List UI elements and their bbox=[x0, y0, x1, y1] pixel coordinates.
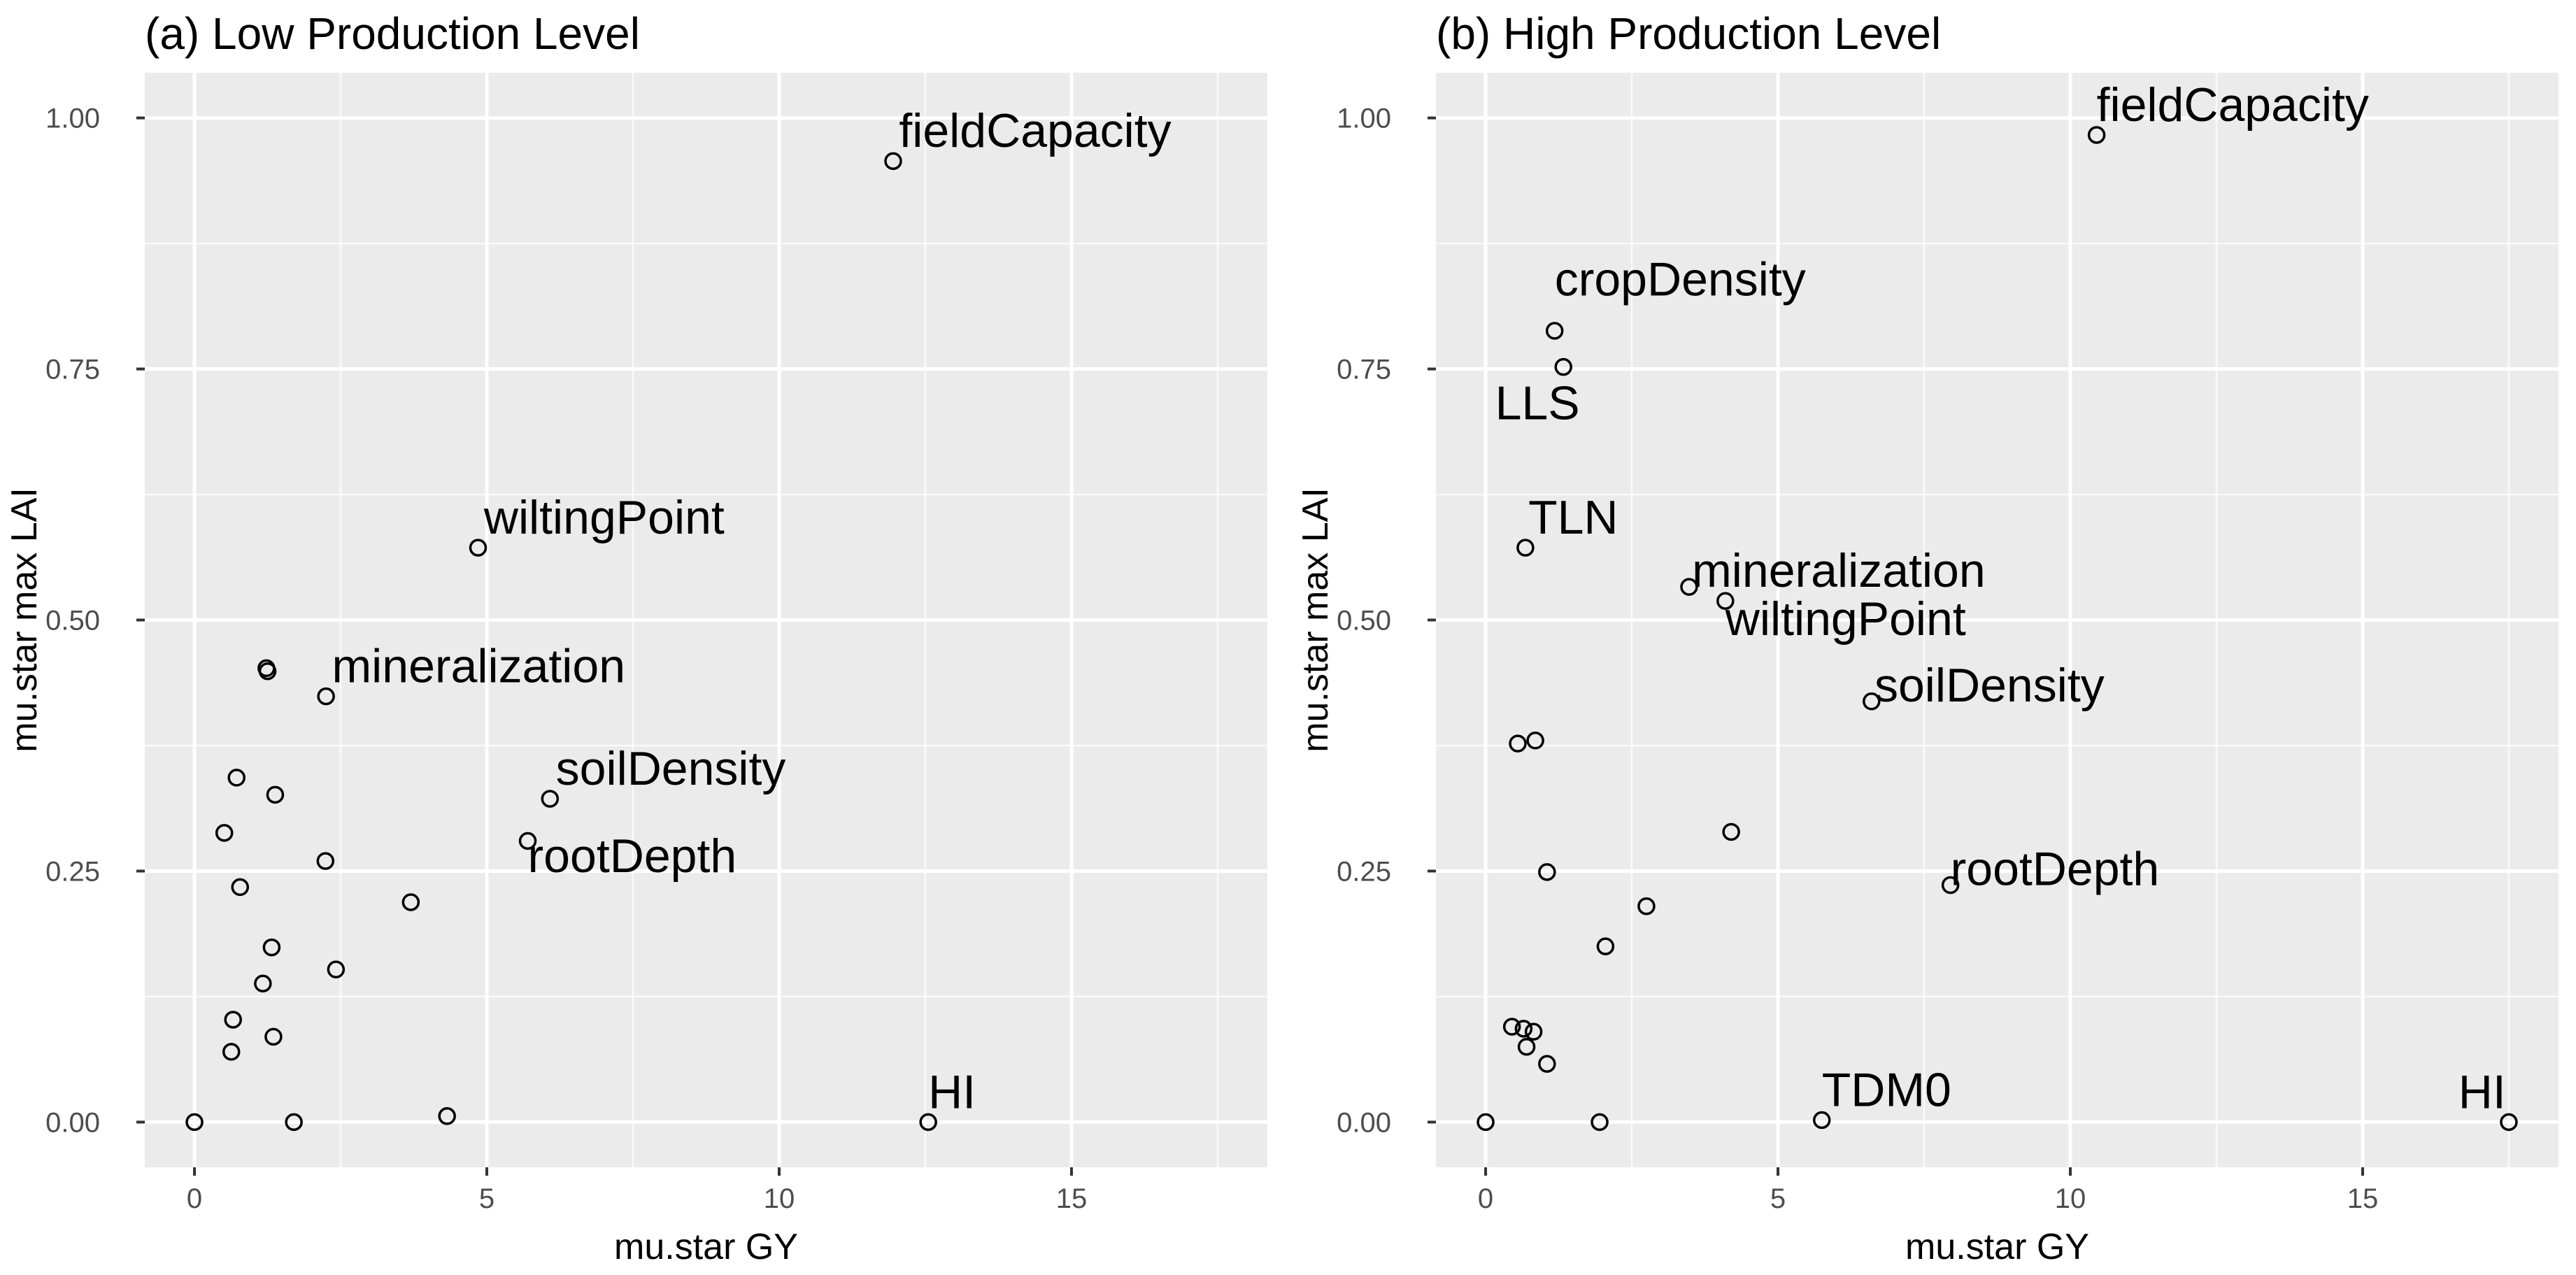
data-point bbox=[1596, 937, 1615, 955]
x-tick-label: 5 bbox=[1770, 1183, 1786, 1214]
point-label: LLS bbox=[1495, 376, 1580, 429]
y-tick-label: 0.00 bbox=[45, 1107, 100, 1138]
point-label: soilDensity bbox=[556, 742, 786, 795]
data-point bbox=[227, 769, 245, 787]
y-tick-label: 1.00 bbox=[1337, 104, 1391, 134]
point-label: mineralization bbox=[1692, 544, 1986, 597]
data-point bbox=[1538, 1055, 1556, 1073]
data-point bbox=[1545, 322, 1564, 340]
panel-b: 0 5 10 15 0.00 0.25 0.50 0.75 1.00 fieldCapacity c… bbox=[1295, 8, 2559, 1267]
data-point bbox=[222, 1043, 241, 1061]
data-point bbox=[1509, 734, 1527, 753]
data-point bbox=[254, 974, 272, 993]
data-point bbox=[1502, 1018, 1521, 1036]
y-axis-title: mu.star max LAI bbox=[4, 487, 45, 753]
data-point bbox=[1716, 592, 1735, 610]
x-tick-label: 10 bbox=[2055, 1183, 2086, 1214]
data-point bbox=[1680, 578, 1698, 596]
data-point bbox=[231, 878, 250, 897]
x-tick-label: 0 bbox=[1478, 1183, 1493, 1214]
x-tick-label: 5 bbox=[479, 1183, 494, 1214]
data-point bbox=[2500, 1113, 2518, 1132]
y-tick-label: 1.00 bbox=[45, 104, 100, 134]
data-point bbox=[1526, 732, 1544, 750]
y-tick-label: 0.00 bbox=[1337, 1107, 1391, 1138]
x-tick-label: 15 bbox=[2347, 1183, 2379, 1214]
data-point bbox=[1591, 1113, 1609, 1132]
point-label: wiltingPoint bbox=[1725, 592, 1966, 646]
data-point bbox=[1524, 1023, 1543, 1041]
data-point bbox=[285, 1113, 303, 1132]
data-point bbox=[1517, 1037, 1536, 1056]
data-point bbox=[884, 152, 902, 171]
panel-a: 0 5 10 15 0.00 0.25 0.50 0.75 1.00 fieldCapacity w… bbox=[4, 8, 1267, 1267]
point-label: HI bbox=[928, 1065, 976, 1118]
data-point bbox=[316, 852, 335, 870]
data-point bbox=[1516, 539, 1535, 557]
point-label: rootDepth bbox=[1951, 843, 2160, 896]
data-point bbox=[438, 1107, 456, 1125]
data-point bbox=[518, 832, 537, 850]
data-point bbox=[1941, 876, 1960, 895]
point-label: rootDepth bbox=[528, 829, 737, 883]
data-point bbox=[1538, 863, 1556, 881]
point-label: TLN bbox=[1528, 491, 1618, 544]
x-tick-label: 15 bbox=[1056, 1183, 1088, 1214]
chart-title: (a) Low Production Level bbox=[145, 8, 640, 59]
data-point bbox=[1514, 1020, 1533, 1038]
y-tick-label: 0.75 bbox=[45, 355, 100, 385]
data-point bbox=[264, 1027, 283, 1046]
data-point bbox=[1722, 822, 1740, 841]
point-label: TDM0 bbox=[1822, 1063, 1951, 1116]
data-point bbox=[224, 1011, 242, 1029]
point-label: HI bbox=[2458, 1065, 2506, 1118]
chart-title: (b) High Production Level bbox=[1436, 8, 1941, 59]
data-point bbox=[1863, 692, 1881, 711]
y-tick-label: 0.25 bbox=[1337, 856, 1391, 887]
data-point bbox=[1637, 897, 1656, 916]
data-point bbox=[262, 938, 281, 957]
y-tick-label: 0.25 bbox=[45, 856, 100, 887]
y-axis-title: mu.star max LAI bbox=[1295, 487, 1336, 753]
point-label: soilDensity bbox=[1874, 659, 2105, 712]
data-point bbox=[469, 539, 488, 557]
data-point bbox=[327, 960, 346, 978]
x-axis-title: mu.star GY bbox=[1905, 1227, 2089, 1267]
x-tick-label: 0 bbox=[187, 1183, 202, 1214]
point-label: fieldCapacity bbox=[899, 104, 1171, 157]
data-point bbox=[401, 893, 420, 911]
point-label: wiltingPoint bbox=[483, 491, 725, 544]
data-point bbox=[215, 824, 234, 842]
y-tick-label: 0.75 bbox=[1337, 355, 1391, 385]
x-axis-title: mu.star GY bbox=[614, 1227, 798, 1267]
y-tick-label: 0.50 bbox=[45, 606, 100, 636]
y-tick-label: 0.50 bbox=[1337, 606, 1391, 636]
data-point bbox=[1554, 357, 1572, 376]
x-tick-label: 10 bbox=[764, 1183, 795, 1214]
point-label: cropDensity bbox=[1555, 253, 1806, 306]
data-point bbox=[317, 687, 335, 706]
point-label: mineralization bbox=[332, 640, 626, 693]
data-point bbox=[1476, 1113, 1495, 1132]
data-point bbox=[541, 790, 560, 808]
data-point bbox=[2087, 126, 2106, 144]
data-point bbox=[258, 662, 277, 681]
data-point bbox=[1812, 1111, 1831, 1130]
data-point bbox=[185, 1113, 204, 1132]
data-point bbox=[266, 785, 285, 804]
point-label: fieldCapacity bbox=[2097, 78, 2369, 131]
data-point bbox=[919, 1113, 937, 1132]
